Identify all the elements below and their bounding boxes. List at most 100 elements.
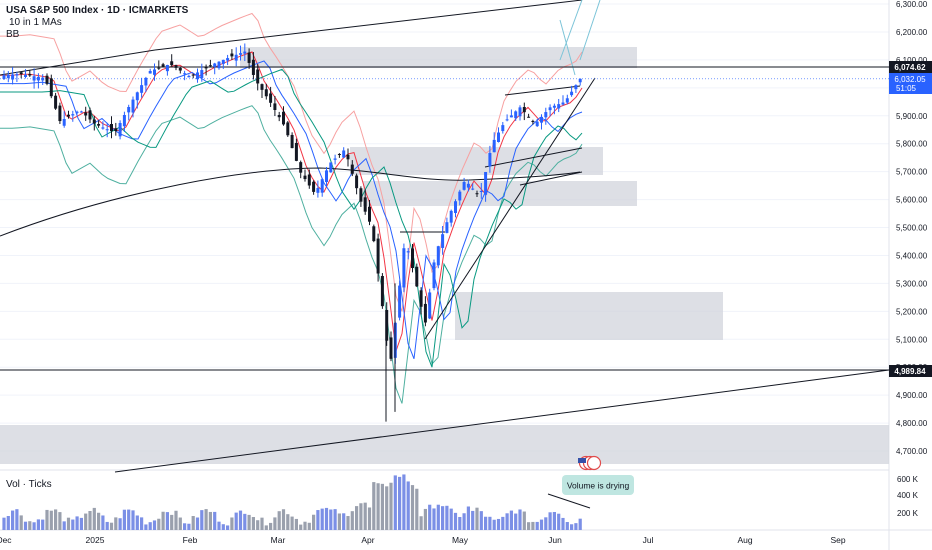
volume-bar	[152, 520, 157, 530]
last-price-badge	[889, 73, 932, 94]
volume-bar	[359, 503, 363, 530]
price-tick-label: 5,700.00	[896, 168, 928, 177]
price-tick-label: 5,200.00	[896, 307, 928, 316]
price-tick-label: 5,400.00	[896, 251, 928, 260]
volume-bar	[294, 518, 298, 530]
volume-bar	[2, 517, 6, 530]
candle-body	[88, 110, 92, 120]
candle-body	[114, 128, 118, 132]
volume-bar	[15, 509, 19, 530]
trendline	[0, 49, 156, 76]
candle-body	[6, 74, 10, 79]
candle-body	[445, 222, 449, 233]
candle-body	[368, 206, 371, 222]
volume-bar	[337, 513, 341, 530]
symbol-title[interactable]: USA S&P 500 Index · 1D · ICMARKETS	[6, 5, 189, 16]
candle-body	[376, 238, 380, 274]
volume-bar	[505, 513, 509, 530]
candle-body	[294, 142, 298, 161]
candle-body	[282, 111, 285, 125]
candle-body	[514, 111, 518, 119]
price-tick-label: 5,100.00	[896, 335, 928, 344]
candle-body	[32, 76, 36, 81]
candle-body	[565, 98, 569, 103]
candle-body	[372, 226, 376, 242]
bb-indicator-label[interactable]: BB	[6, 29, 20, 40]
candle-body	[71, 114, 75, 116]
volume-bar	[320, 508, 324, 530]
price-tick-label: 4,900.00	[896, 391, 928, 400]
candle-body	[127, 106, 131, 113]
zone-rect	[0, 425, 889, 464]
volume-bar	[307, 522, 311, 530]
volume-bar	[195, 517, 200, 530]
volume-bar	[58, 512, 62, 530]
candle-body	[398, 285, 402, 318]
volume-tick-label: 400 K	[897, 491, 919, 500]
ma-indicator-label[interactable]: 10 in 1 MAs	[9, 17, 62, 28]
volume-bar	[329, 509, 333, 530]
candle-body	[286, 122, 290, 136]
candle-body	[497, 132, 500, 143]
candle-body	[234, 54, 238, 61]
volume-bar	[84, 513, 88, 530]
time-tick-label: Jul	[643, 535, 654, 545]
horizontal-levels	[0, 66, 889, 371]
volume-bar	[101, 515, 105, 530]
volume-bar	[398, 476, 402, 530]
price-tick-label: 5,900.00	[896, 112, 928, 121]
volume-bar	[527, 522, 531, 530]
candle-body	[239, 53, 242, 55]
volume-bar	[453, 512, 458, 530]
candle-body	[15, 74, 19, 76]
volume-bar	[544, 517, 548, 530]
volume-bar	[148, 522, 152, 530]
candle-body	[432, 262, 436, 289]
volume-bar	[32, 522, 36, 530]
candle-body	[290, 134, 294, 149]
countdown-value: 51:05	[896, 84, 917, 93]
volume-bar	[496, 518, 501, 530]
volume-bar	[316, 510, 320, 530]
candle-body	[277, 115, 281, 118]
volume-bar	[273, 517, 277, 530]
volume-bar	[312, 514, 316, 530]
volume-bar	[109, 522, 114, 530]
candle-body	[441, 234, 445, 248]
candle-body	[557, 104, 561, 109]
volume-bar	[299, 524, 303, 530]
bb-upper-line	[0, 12, 583, 312]
candle-body	[402, 248, 406, 288]
candle-body	[148, 70, 152, 74]
candle-body	[62, 118, 66, 126]
candle-body	[110, 124, 113, 132]
volume-bar	[256, 520, 260, 530]
volume-bar	[539, 519, 544, 530]
volume-bar	[432, 508, 436, 530]
candle-body	[54, 95, 58, 109]
candle-body	[411, 248, 414, 269]
volume-bar	[501, 516, 505, 530]
volume-bar	[436, 504, 440, 530]
volume-bar	[23, 521, 28, 530]
volume-bar	[428, 504, 432, 530]
level-low-badge	[889, 365, 932, 377]
volume-bar	[423, 508, 427, 530]
volume-bar	[561, 517, 565, 530]
volume-bar	[187, 523, 191, 530]
time-tick-label: 2025	[86, 535, 105, 545]
volume-bar	[238, 510, 243, 530]
volume-legend[interactable]: Vol · Ticks	[6, 479, 52, 490]
candle-body	[84, 112, 88, 116]
candle-body	[462, 182, 466, 190]
volume-bar	[66, 517, 71, 530]
volume-bar	[79, 517, 83, 530]
candle-body	[251, 59, 255, 75]
candle-body	[505, 119, 509, 121]
volume-bar	[71, 519, 75, 530]
candle-body	[385, 309, 389, 341]
candle-body	[475, 193, 479, 195]
annotation-box	[562, 475, 634, 495]
volume-bar	[234, 512, 238, 530]
